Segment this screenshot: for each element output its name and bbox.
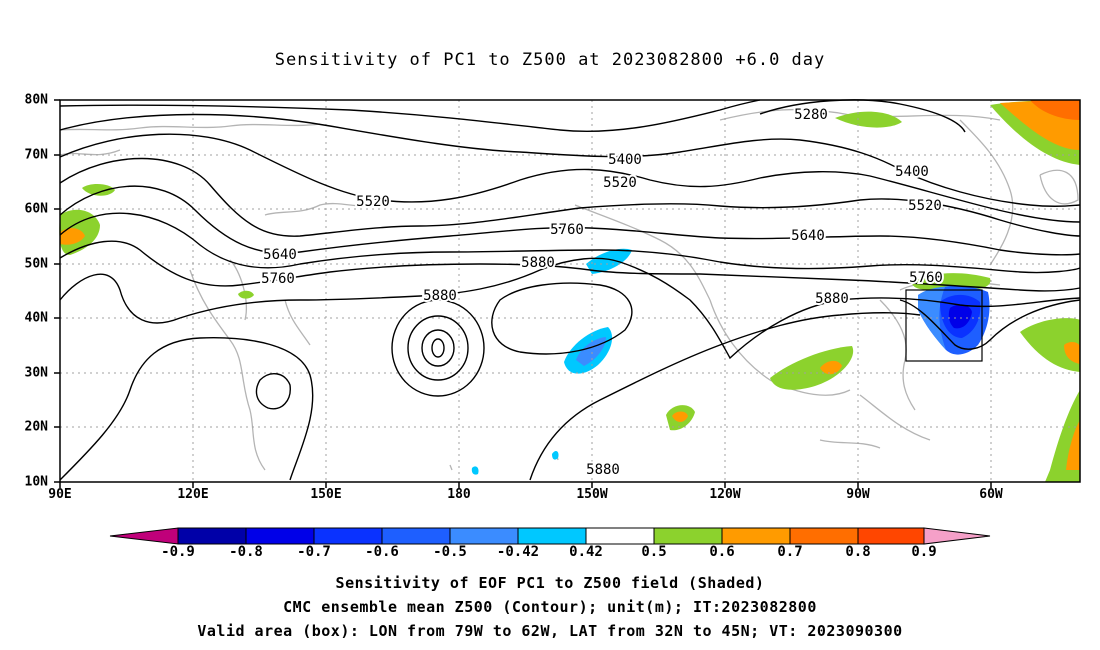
contour-label: 5760 [550,222,584,238]
valid-area-box [905,289,983,362]
shade-orange-sa [1066,420,1080,470]
shade-green-tiny-b [238,290,254,299]
lat-label: 20N [24,419,48,435]
colorbar-label: 0.9 [911,544,937,560]
contour-label: 5880 [815,291,849,307]
plot-title: Sensitivity of PC1 to Z500 at 2023082800… [274,50,826,70]
colorbar-cell [585,527,655,545]
caption-valid-area: Valid area (box): LON from 79W to 62W, L… [197,622,903,640]
axis-ticks [54,99,992,488]
shade-orange-gulf [820,360,842,375]
contour-high-outer [391,299,485,397]
colorbar-label: -0.5 [433,544,467,560]
colorbar-cell [923,527,991,545]
shade-orange-mid [672,411,688,423]
contour-label: 5400 [895,164,929,180]
contour-label: 5520 [908,198,942,214]
lat-label: 60N [24,201,48,217]
caption-shaded: Sensitivity of EOF PC1 to Z500 field (Sh… [335,574,765,592]
lat-label: 10N [24,474,48,490]
contour-label: 5640 [263,247,297,263]
lat-label: 70N [24,147,48,163]
colorbar-cell [381,527,451,545]
colorbar-label: 0.5 [641,544,667,560]
colorbar-label: -0.9 [161,544,195,560]
lat-label: 80N [24,92,48,108]
colorbar-cell [721,527,791,545]
colorbar-label: -0.6 [365,544,399,560]
contour-label: 5520 [603,175,637,191]
shade-green-ne [835,111,902,128]
contour-high-core [431,338,445,358]
shade-green-atlantic [1020,318,1080,372]
map-frame [59,99,1081,483]
colorbar-label: 0.7 [777,544,803,560]
lon-label: 120W [709,487,741,502]
colorbar [109,527,991,545]
contour-high-inner [421,329,455,367]
contour-label: 5280 [794,107,828,123]
contour-label: 5400 [608,152,642,168]
lon-label: 90E [48,487,72,502]
colorbar-cell [449,527,519,545]
contour-label: 5760 [909,270,943,286]
lon-label: 180 [447,487,471,502]
contour-label: 5880 [586,462,620,478]
lon-label: 150E [310,487,342,502]
colorbar-cell [789,527,859,545]
gridlines [60,100,1080,482]
colorbar-label: -0.8 [229,544,263,560]
contour-high-mid [407,315,469,381]
contour-closed-b [255,373,291,410]
lon-label: 120E [177,487,209,502]
lon-label: 90W [846,487,870,502]
contour-label: 5760 [261,271,295,287]
colorbar-label: 0.6 [709,544,735,560]
contour-label: 5880 [423,288,457,304]
shade-blue-a [586,248,632,274]
shade-green-gulf [770,346,854,390]
colorbar-cell [313,527,383,545]
shade-green-tiny-a [82,184,115,196]
colorbar-cell [109,527,179,545]
lat-label: 30N [24,365,48,381]
shade-orange-atlantic [1064,342,1080,364]
colorbar-label: 0.8 [845,544,871,560]
colorbar-cell [653,527,723,545]
colorbar-label: 0.42 [569,544,603,560]
colorbar-cell [245,527,315,545]
colorbar-cell [857,527,925,545]
lon-label: 150W [576,487,608,502]
lat-label: 40N [24,310,48,326]
colorbar-cell [517,527,587,545]
contour-5280 [759,99,966,133]
contour-labels: 5280 5400 5400 5520 5520 5520 5640 5640 … [259,105,945,480]
colorbar-label: -0.7 [297,544,331,560]
contour-5880-low [529,312,921,481]
caption-contour: CMC ensemble mean Z500 (Contour); unit(m… [283,598,817,616]
colorbar-cell [177,527,247,545]
shade-blue-dots [471,451,559,475]
colorbar-label: -0.42 [496,544,540,560]
contour-5880-south [59,337,314,481]
contour-label: 5520 [356,194,390,210]
contours [59,99,1081,481]
contour-5880-main [59,257,1081,360]
shade-orange-left [60,228,85,245]
contour-label: 5880 [521,255,555,271]
lon-label: 60W [979,487,1003,502]
shade-darkorange-topright [1030,100,1080,120]
shaded-regions [59,100,1080,482]
shade-blue-box-core [948,304,972,329]
lat-label: 50N [24,256,48,272]
contour-label: 5640 [791,228,825,244]
contour-closed-a [491,282,633,355]
